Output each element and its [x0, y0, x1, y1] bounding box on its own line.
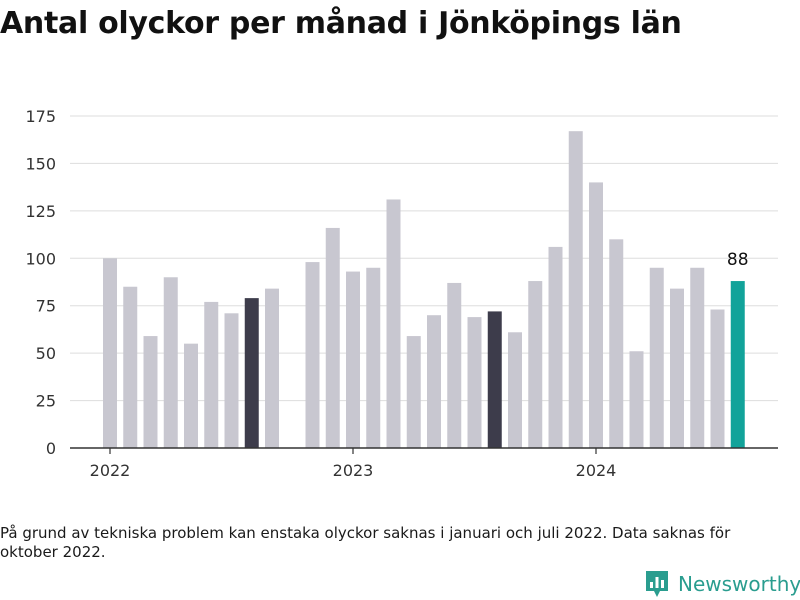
bar: [204, 301, 219, 448]
bar: [690, 267, 705, 448]
labels: 0 25 50 75 100 125 150 175 2022 2023 2024 88: [25, 107, 748, 480]
bars: [103, 131, 745, 449]
bar: [629, 351, 644, 448]
bar-latest: [730, 281, 745, 448]
bar: [528, 281, 543, 448]
bar-chart-badge-icon: [646, 571, 668, 597]
bar: [103, 258, 117, 448]
x-tick-label: 2024: [576, 461, 617, 480]
bar: [325, 227, 340, 448]
brand-name: Newsworthy: [678, 572, 800, 596]
bar: [427, 315, 441, 448]
last-value-label: 88: [727, 250, 749, 270]
bar: [710, 309, 725, 448]
y-tick-label: 0: [46, 439, 56, 458]
x-tick-label: 2023: [333, 461, 374, 480]
bar: [123, 286, 138, 448]
chart-title: Antal olyckor per månad i Jönköpings län: [0, 6, 682, 41]
newsworthy-brand[interactable]: Newsworthy: [644, 568, 800, 600]
axes: [70, 447, 778, 454]
y-tick-label: 100: [25, 249, 56, 268]
y-tick-label: 50: [36, 344, 56, 363]
bar: [447, 282, 462, 448]
bar: [163, 277, 178, 448]
bar: [609, 239, 624, 448]
y-tick-label: 150: [25, 154, 56, 173]
bar-highlight-dark: [244, 298, 259, 448]
bar: [406, 336, 421, 448]
bar: [548, 246, 563, 448]
bar: [346, 271, 360, 448]
bar: [649, 267, 664, 448]
bar: [143, 336, 158, 448]
bar: [670, 288, 684, 448]
bar: [366, 267, 381, 448]
bar: [305, 262, 320, 448]
bar-chart: 0 25 50 75 100 125 150 175 2022 2023 2024 88: [25, 107, 778, 480]
bar: [184, 343, 198, 448]
bar: [508, 332, 522, 448]
bar: [568, 131, 583, 449]
bar: [386, 199, 401, 448]
y-tick-label: 25: [36, 392, 56, 411]
bar: [589, 182, 603, 448]
bar-highlight-dark: [487, 311, 502, 448]
y-tick-label: 125: [25, 202, 56, 221]
x-tick-label: 2022: [90, 461, 131, 480]
bar: [467, 317, 482, 448]
y-tick-label: 175: [25, 107, 56, 126]
bar: [265, 288, 279, 448]
bar: [224, 313, 239, 448]
y-tick-label: 75: [36, 297, 56, 316]
footnote: På grund av tekniska problem kan enstaka…: [0, 524, 731, 561]
